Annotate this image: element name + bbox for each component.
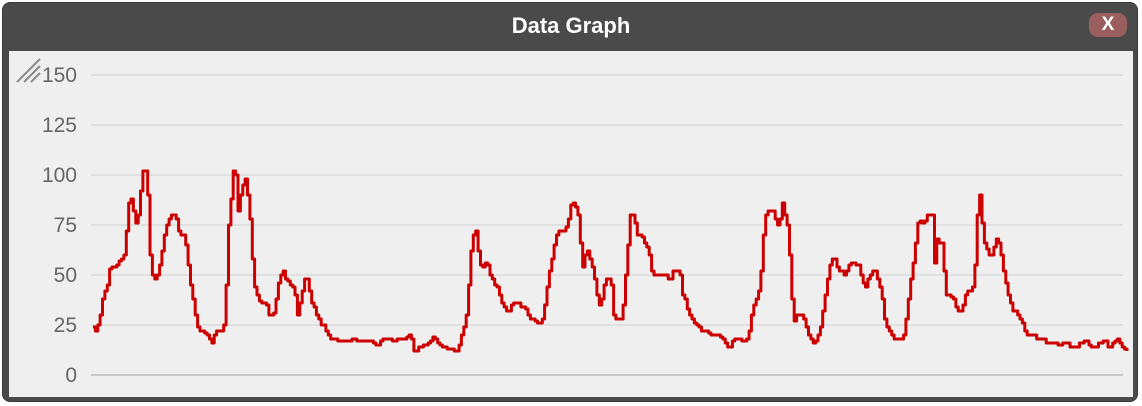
y-tick-label: 100 [42, 164, 77, 187]
y-tick-label: 125 [42, 114, 77, 137]
resize-grip-icon[interactable] [9, 51, 41, 83]
close-button[interactable]: X [1089, 13, 1127, 37]
y-tick-label: 0 [65, 364, 77, 387]
y-tick-label: 25 [54, 314, 77, 337]
y-tick-label: 75 [54, 214, 77, 237]
y-tick-label: 150 [42, 64, 77, 87]
y-tick-label: 50 [54, 264, 77, 287]
line-chart: 0 25 50 75 100 125 150 [42, 64, 1129, 387]
plot-area: 0 25 50 75 100 125 150 [9, 51, 1133, 397]
window-title: Data Graph [511, 13, 631, 38]
close-icon: X [1101, 14, 1115, 35]
title-bar[interactable]: Data Graph X [3, 3, 1139, 49]
series-line-0 [93, 169, 1129, 353]
